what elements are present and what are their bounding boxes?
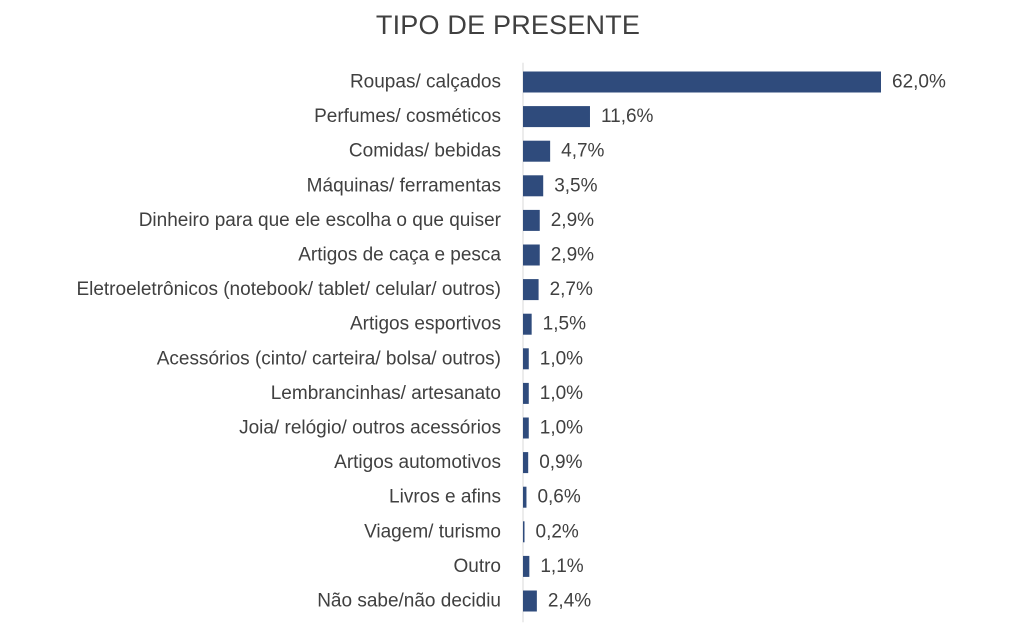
bar [523, 382, 529, 404]
value-label: 0,9% [539, 452, 582, 473]
bar [523, 452, 529, 474]
value-label: 3,5% [554, 175, 597, 196]
value-label: 1,1% [540, 556, 583, 577]
value-label: 1,0% [540, 418, 583, 439]
bar [523, 244, 540, 266]
value-label: 11,6% [601, 106, 654, 127]
value-label: 0,6% [537, 487, 580, 508]
category-label: Viagem/ turismo [364, 521, 501, 542]
bar [523, 417, 529, 439]
category-label: Lembrancinhas/ artesanato [271, 383, 501, 404]
category-label: Artigos automotivos [334, 452, 501, 473]
value-label: 1,0% [540, 383, 583, 404]
category-label: Acessórios (cinto/ carteira/ bolsa/ outr… [157, 348, 501, 369]
bar [523, 313, 532, 335]
category-label: Não sabe/não decidiu [317, 591, 501, 612]
category-label: Máquinas/ ferramentas [307, 175, 501, 196]
value-label: 2,9% [551, 210, 594, 231]
category-label: Perfumes/ cosméticos [314, 106, 501, 127]
value-label: 4,7% [561, 141, 604, 162]
bar [523, 348, 529, 370]
bar [523, 555, 530, 577]
value-label: 1,0% [540, 348, 583, 369]
category-label: Comidas/ bebidas [349, 141, 501, 162]
value-label: 1,5% [543, 314, 586, 335]
bar [523, 521, 525, 543]
value-label: 2,9% [551, 245, 594, 266]
bar [523, 140, 551, 162]
category-label: Outro [453, 556, 501, 577]
bar [523, 590, 537, 612]
category-label: Roupas/ calçados [350, 72, 501, 93]
value-label: 2,7% [550, 279, 593, 300]
category-label: Livros e afins [389, 487, 501, 508]
bar [523, 209, 540, 231]
bar [523, 106, 590, 128]
bar [523, 486, 527, 508]
value-label: 62,0% [892, 72, 946, 93]
category-label: Artigos de caça e pesca [298, 245, 501, 266]
chart-title: TIPO DE PRESENTE [375, 10, 641, 40]
category-label: Joia/ relógio/ outros acessórios [239, 418, 501, 439]
bar [523, 175, 544, 197]
value-label: 2,4% [548, 591, 591, 612]
category-label: Dinheiro para que ele escolha o que quis… [139, 210, 502, 231]
bar [523, 279, 539, 301]
value-label: 0,2% [536, 521, 579, 542]
category-label: Artigos esportivos [350, 314, 501, 335]
bar [523, 71, 881, 93]
category-label: Eletroeletrônicos (notebook/ tablet/ cel… [76, 279, 501, 300]
